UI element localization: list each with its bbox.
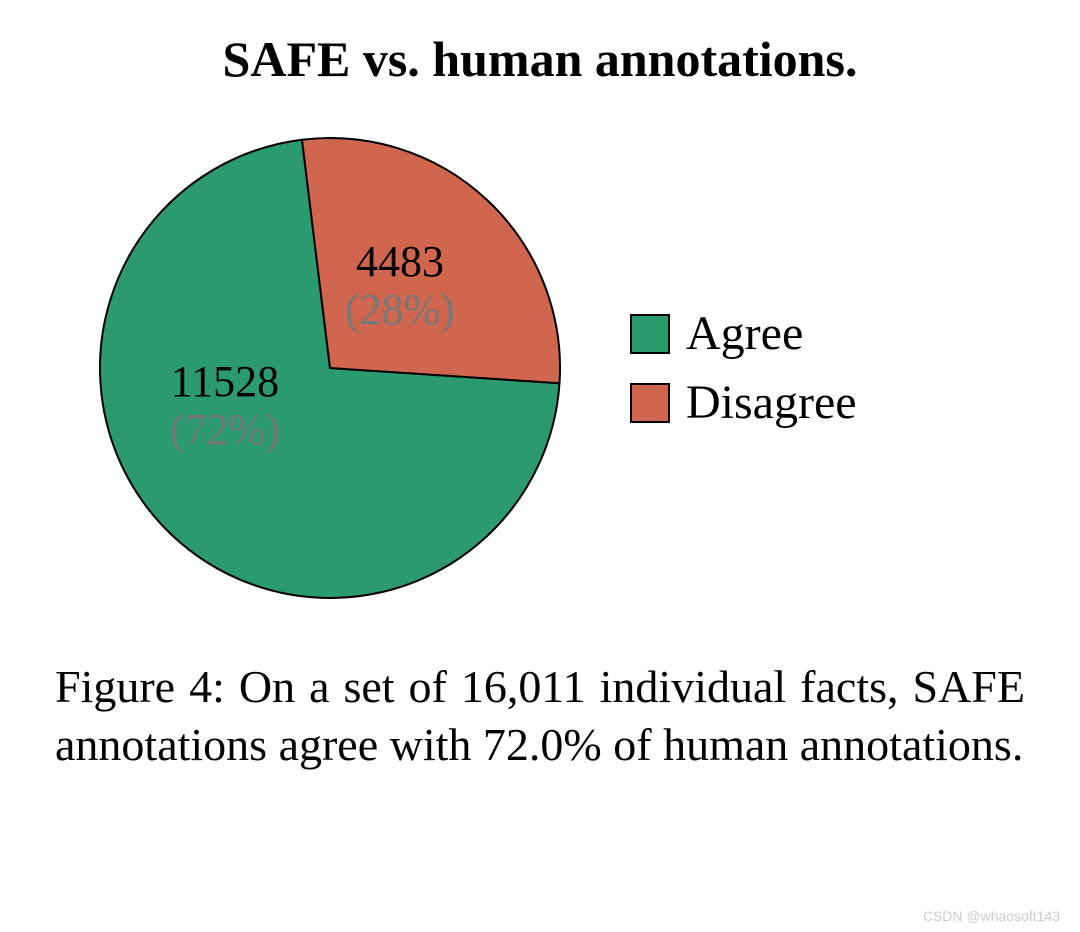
pie-chart: 11528 (72%) 4483 (28%)	[90, 128, 570, 608]
slice-value-agree: 11528	[170, 358, 280, 406]
slice-label-disagree: 4483 (28%)	[345, 238, 455, 335]
legend-swatch-agree	[630, 314, 670, 354]
legend: Agree Disagree	[630, 306, 857, 430]
slice-value-disagree: 4483	[345, 238, 455, 286]
watermark: CSDN @whaosoft143	[923, 908, 1060, 924]
chart-title: SAFE vs. human annotations.	[50, 30, 1030, 88]
slice-percent-agree: (72%)	[170, 406, 280, 454]
legend-swatch-disagree	[630, 383, 670, 423]
legend-item-agree: Agree	[630, 306, 857, 361]
legend-item-disagree: Disagree	[630, 375, 857, 430]
legend-label-disagree: Disagree	[686, 375, 857, 430]
pie-svg	[90, 128, 570, 608]
slice-label-agree: 11528 (72%)	[170, 358, 280, 455]
slice-percent-disagree: (28%)	[345, 286, 455, 334]
chart-area: 11528 (72%) 4483 (28%) Agree Disagree	[90, 128, 1030, 608]
figure-caption: Figure 4: On a set of 16,011 indi­vidual…	[50, 658, 1030, 773]
legend-label-agree: Agree	[686, 306, 803, 361]
